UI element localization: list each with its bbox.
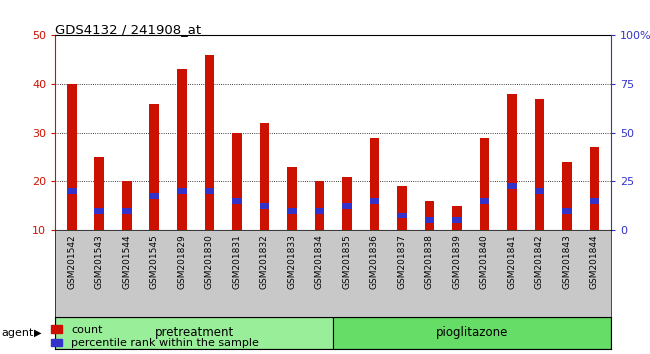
Bar bbox=[177, 69, 187, 230]
Bar bbox=[67, 188, 77, 194]
Bar bbox=[55, 317, 333, 349]
Text: GSM201839: GSM201839 bbox=[452, 234, 462, 289]
Bar bbox=[67, 84, 77, 230]
Bar bbox=[397, 212, 407, 218]
Text: GSM201830: GSM201830 bbox=[205, 234, 214, 289]
Bar bbox=[535, 99, 544, 230]
Bar bbox=[94, 208, 104, 213]
Bar bbox=[590, 198, 599, 204]
Text: GSM201544: GSM201544 bbox=[122, 234, 131, 289]
Bar bbox=[122, 181, 131, 230]
Text: GSM201833: GSM201833 bbox=[287, 234, 296, 289]
Text: GSM201832: GSM201832 bbox=[260, 234, 269, 289]
Bar bbox=[287, 167, 296, 230]
Bar bbox=[342, 177, 352, 230]
Bar bbox=[150, 103, 159, 230]
Bar bbox=[205, 188, 214, 194]
Text: GSM201844: GSM201844 bbox=[590, 234, 599, 289]
Text: GSM201843: GSM201843 bbox=[562, 234, 571, 289]
Bar bbox=[205, 55, 214, 230]
Bar bbox=[370, 138, 379, 230]
Bar bbox=[333, 317, 611, 349]
Text: GSM201831: GSM201831 bbox=[232, 234, 241, 289]
Bar bbox=[177, 188, 187, 194]
Bar bbox=[287, 208, 296, 213]
Text: GSM201838: GSM201838 bbox=[425, 234, 434, 289]
Bar bbox=[590, 147, 599, 230]
Bar bbox=[259, 123, 269, 230]
Bar bbox=[480, 198, 489, 204]
Bar bbox=[122, 208, 131, 213]
Bar bbox=[480, 138, 489, 230]
Text: agent: agent bbox=[1, 328, 34, 338]
Bar bbox=[452, 217, 462, 223]
Text: GSM201835: GSM201835 bbox=[343, 234, 352, 289]
Bar bbox=[94, 157, 104, 230]
Bar bbox=[259, 203, 269, 209]
Text: GDS4132 / 241908_at: GDS4132 / 241908_at bbox=[55, 23, 201, 36]
Bar bbox=[342, 203, 352, 209]
Legend: count, percentile rank within the sample: count, percentile rank within the sample bbox=[51, 325, 259, 348]
Bar bbox=[424, 217, 434, 223]
Text: GSM201840: GSM201840 bbox=[480, 234, 489, 289]
Bar bbox=[507, 94, 517, 230]
Bar bbox=[562, 208, 572, 213]
Bar bbox=[424, 201, 434, 230]
Text: GSM201842: GSM201842 bbox=[535, 234, 544, 289]
Text: GSM201836: GSM201836 bbox=[370, 234, 379, 289]
Text: GSM201542: GSM201542 bbox=[67, 234, 76, 289]
Bar bbox=[452, 206, 462, 230]
Bar bbox=[315, 181, 324, 230]
Bar bbox=[507, 183, 517, 189]
Text: GSM201841: GSM201841 bbox=[508, 234, 517, 289]
Bar bbox=[232, 198, 242, 204]
Bar bbox=[370, 198, 379, 204]
Bar bbox=[315, 208, 324, 213]
Bar bbox=[535, 188, 544, 194]
Text: GSM201543: GSM201543 bbox=[95, 234, 104, 289]
Text: GSM201834: GSM201834 bbox=[315, 234, 324, 289]
Bar bbox=[150, 193, 159, 199]
Bar bbox=[232, 133, 242, 230]
Text: GSM201829: GSM201829 bbox=[177, 234, 187, 289]
Text: pioglitazone: pioglitazone bbox=[436, 326, 508, 339]
Text: pretreatment: pretreatment bbox=[155, 326, 234, 339]
Text: GSM201837: GSM201837 bbox=[397, 234, 406, 289]
Text: ▶: ▶ bbox=[34, 328, 42, 338]
Bar bbox=[562, 162, 572, 230]
Bar bbox=[397, 186, 407, 230]
Text: GSM201545: GSM201545 bbox=[150, 234, 159, 289]
